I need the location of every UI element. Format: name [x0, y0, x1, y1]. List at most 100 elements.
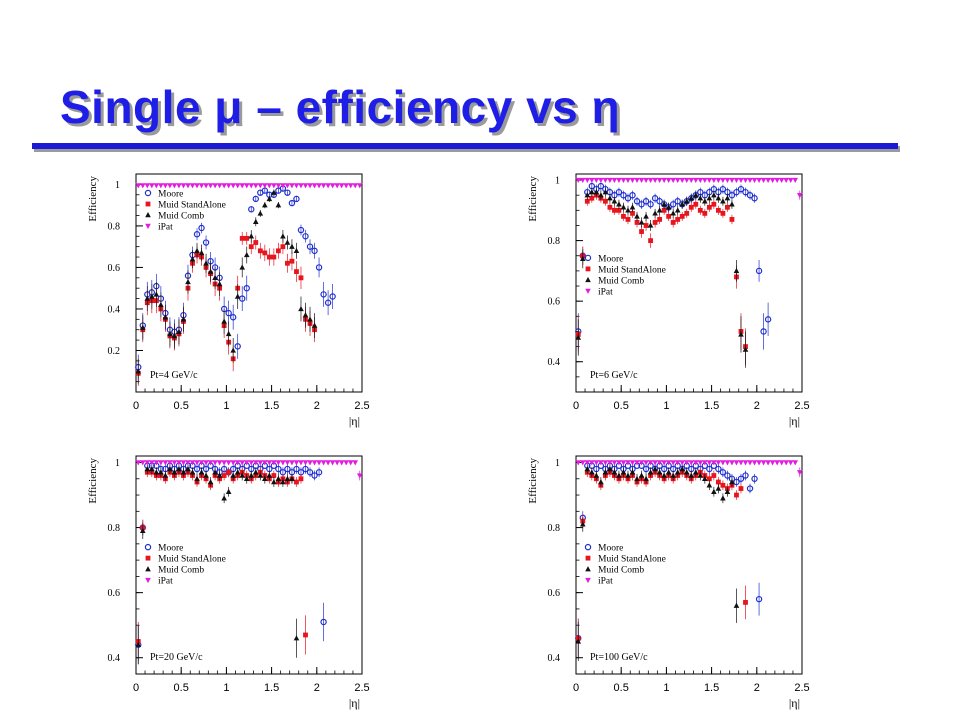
- data-point: [324, 299, 332, 306]
- data-point: [203, 460, 209, 466]
- data-point: [719, 469, 727, 476]
- data-point: [733, 460, 740, 466]
- data-point: [724, 177, 731, 184]
- data-point: [706, 482, 713, 488]
- data-point: [162, 183, 169, 189]
- data-point: [198, 224, 205, 232]
- data-point: [257, 210, 264, 216]
- pt-annotation: Pt=100 GeV/c: [590, 652, 648, 663]
- data-point: [675, 217, 681, 222]
- data-point: [203, 472, 209, 478]
- data-point: [643, 213, 649, 219]
- data-point: [135, 368, 142, 374]
- data-point: [248, 244, 254, 250]
- data-point: [198, 469, 205, 475]
- y-tick-label: 1: [115, 180, 120, 191]
- data-point: [266, 183, 273, 189]
- y-axis-label: Efficiency: [87, 176, 99, 222]
- data-point: [329, 183, 336, 189]
- x-tick-label: 2.5: [794, 682, 809, 694]
- data-point: [320, 460, 327, 466]
- data-point: [670, 472, 676, 478]
- data-point: [607, 466, 613, 472]
- data-point: [303, 632, 308, 638]
- data-point: [298, 183, 304, 189]
- data-point: [257, 460, 264, 466]
- data-point: [297, 226, 305, 234]
- data-point: [755, 595, 763, 603]
- data-point: [320, 183, 327, 189]
- data-point: [153, 469, 160, 475]
- data-point: [593, 472, 600, 478]
- data-point: [257, 472, 264, 478]
- data-point: [225, 460, 232, 466]
- data-point: [216, 183, 223, 189]
- data-point: [185, 278, 191, 285]
- data-point: [302, 233, 309, 240]
- data-point: [584, 466, 591, 472]
- data-point: [298, 275, 304, 281]
- data-point: [670, 177, 676, 184]
- data-point: [180, 316, 187, 322]
- data-point: [230, 347, 236, 353]
- data-point: [697, 177, 704, 184]
- data-point: [774, 177, 780, 184]
- legend-marker: [145, 566, 151, 572]
- data-point: [593, 177, 600, 184]
- data-point: [697, 472, 704, 478]
- y-tick-label: 1: [115, 458, 120, 469]
- data-point: [234, 469, 241, 475]
- data-point: [665, 460, 672, 466]
- data-point: [706, 195, 713, 201]
- data-point: [778, 177, 785, 184]
- data-point: [584, 198, 590, 204]
- data-point: [616, 177, 622, 184]
- data-point: [315, 469, 323, 476]
- data-point: [742, 346, 749, 352]
- data-point: [284, 183, 291, 189]
- legend-marker: [145, 223, 151, 229]
- data-point: [271, 183, 277, 189]
- data-point: [706, 460, 713, 466]
- plot-frame: [575, 455, 803, 675]
- data-point: [616, 201, 622, 207]
- data-point: [656, 198, 663, 205]
- data-point: [252, 469, 259, 475]
- data-point: [189, 469, 196, 475]
- data-points: [575, 460, 803, 661]
- data-point: [212, 274, 218, 281]
- data-point: [239, 183, 246, 189]
- data-point: [642, 465, 650, 473]
- data-point: [239, 235, 245, 241]
- data-point: [176, 466, 182, 472]
- data-point: [302, 465, 309, 473]
- data-point: [589, 469, 595, 475]
- data-point: [226, 469, 232, 475]
- data-point: [715, 207, 721, 213]
- data-point: [792, 177, 799, 184]
- x-tick-label: 0.5: [614, 682, 629, 694]
- data-point: [616, 460, 622, 466]
- data-point: [688, 204, 694, 210]
- data-point: [652, 466, 658, 472]
- legend-entry: Muid Comb: [158, 212, 204, 222]
- data-point: [347, 183, 354, 189]
- data-point: [144, 460, 151, 466]
- data-point: [697, 195, 704, 201]
- data-point: [198, 249, 205, 256]
- data-point: [760, 328, 767, 335]
- data-point: [765, 177, 771, 184]
- y-tick-label: 0.6: [548, 588, 561, 599]
- legend-entry: Muid StandAlone: [598, 265, 666, 275]
- data-point: [221, 183, 227, 189]
- data-point: [352, 460, 359, 466]
- data-point: [225, 183, 232, 189]
- data-point: [171, 332, 178, 339]
- data-point: [185, 466, 191, 472]
- data-point: [284, 460, 291, 466]
- data-point: [638, 177, 645, 184]
- data-point: [243, 475, 250, 481]
- data-point: [598, 479, 604, 485]
- data-point: [288, 199, 296, 207]
